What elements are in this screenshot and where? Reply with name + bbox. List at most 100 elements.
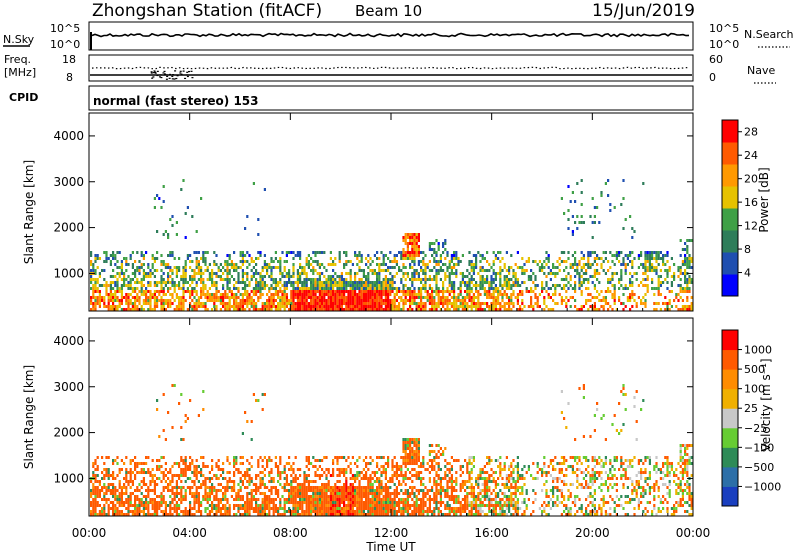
heatmap-cell: [609, 278, 612, 281]
heatmap-cell: [433, 296, 436, 299]
colorbar-swatch: [722, 142, 738, 165]
heatmap-cell: [285, 305, 288, 308]
heatmap-cell: [202, 272, 205, 275]
heatmap-cell: [382, 501, 385, 504]
heatmap-cell: [182, 308, 185, 311]
heatmap-cell: [327, 263, 330, 266]
heatmap-cell: [580, 275, 583, 278]
heatmap-cell: [349, 275, 352, 278]
heatmap-cell: [239, 293, 242, 296]
heatmap-cell: [585, 278, 588, 281]
heatmap-cell: [376, 462, 379, 465]
heatmap-cell: [684, 260, 687, 263]
heatmap-cell: [129, 510, 132, 513]
heatmap-cell: [376, 498, 379, 501]
heatmap-cell: [233, 263, 236, 266]
heatmap-cell: [653, 257, 656, 260]
heatmap-cell: [321, 504, 324, 507]
heatmap-cell: [252, 293, 255, 296]
heatmap-cell: [153, 489, 156, 492]
heatmap-cell: [213, 302, 216, 305]
heatmap-cell: [175, 221, 178, 224]
heatmap-cell: [268, 507, 271, 510]
heatmap-cell: [299, 281, 302, 284]
heatmap-cell: [329, 293, 332, 296]
heatmap-cell: [567, 287, 570, 290]
heatmap-cell: [241, 474, 244, 477]
heatmap-cell: [288, 272, 291, 275]
heatmap-cell: [134, 290, 137, 293]
heatmap-cell: [358, 299, 361, 302]
heatmap-cell: [116, 501, 119, 504]
heatmap-cell: [180, 474, 183, 477]
heatmap-cell: [338, 495, 341, 498]
heatmap-cell: [431, 269, 434, 272]
heatmap-cell: [318, 498, 321, 501]
heatmap-cell: [624, 287, 627, 290]
heatmap-cell: [365, 501, 368, 504]
heatmap-cell: [120, 278, 123, 281]
heatmap-cell: [96, 474, 99, 477]
heatmap-cell: [103, 251, 106, 254]
heatmap-cell: [274, 507, 277, 510]
heatmap-cell: [387, 504, 390, 507]
heatmap-cell: [215, 305, 218, 308]
heatmap-cell: [569, 275, 572, 278]
heatmap-cell: [239, 266, 242, 269]
heatmap-cell: [618, 260, 621, 263]
heatmap-cell: [686, 263, 689, 266]
heatmap-cell: [567, 251, 570, 254]
heatmap-cell: [312, 308, 315, 311]
heatmap-cell: [167, 281, 170, 284]
heatmap-cell: [153, 492, 156, 495]
heatmap-cell: [303, 266, 306, 269]
heatmap-cell: [103, 278, 106, 281]
heatmap-cell: [228, 507, 231, 510]
heatmap-cell: [413, 302, 416, 305]
heatmap-cell: [442, 242, 445, 245]
heatmap-cell: [609, 203, 612, 206]
heatmap-cell: [378, 513, 381, 516]
heatmap-cell: [285, 489, 288, 492]
heatmap-cell: [266, 293, 269, 296]
heatmap-cell: [607, 281, 610, 284]
heatmap-cell: [299, 501, 302, 504]
heatmap-cell: [580, 308, 583, 311]
heatmap-cell: [160, 275, 163, 278]
heatmap-cell: [246, 495, 249, 498]
heatmap-cell: [255, 504, 258, 507]
heatmap-cell: [455, 296, 458, 299]
heatmap-cell: [340, 492, 343, 495]
heatmap-cell: [153, 510, 156, 513]
heatmap-cell: [175, 462, 178, 465]
heatmap-cell: [422, 302, 425, 305]
heatmap-cell: [191, 308, 194, 311]
heatmap-cell: [162, 290, 165, 293]
heatmap-cell: [461, 302, 464, 305]
heatmap-cell: [211, 296, 214, 299]
heatmap-cell: [349, 489, 352, 492]
heatmap-cell: [655, 302, 658, 305]
colorbar-swatch: [722, 252, 738, 275]
freq-dot: [159, 74, 162, 76]
heatmap-cell: [195, 299, 198, 302]
heatmap-cell: [345, 504, 348, 507]
heatmap-cell: [131, 266, 134, 269]
heatmap-cell: [224, 507, 227, 510]
heatmap-cell: [184, 420, 187, 423]
heatmap-cell: [369, 293, 372, 296]
heatmap-cell: [497, 293, 500, 296]
heatmap-cell: [92, 474, 95, 477]
heatmap-cell: [424, 278, 427, 281]
colorbar-swatch: [722, 208, 738, 231]
heatmap-cell: [142, 293, 145, 296]
heatmap-cell: [237, 504, 240, 507]
heatmap-cell: [325, 269, 328, 272]
heatmap-cell: [142, 477, 145, 480]
heatmap-cell: [299, 293, 302, 296]
heatmap-cell: [314, 489, 317, 492]
heatmap-cell: [684, 254, 687, 257]
heatmap-cell: [277, 513, 280, 516]
heatmap-cell: [283, 308, 286, 311]
heatmap-cell: [530, 278, 533, 281]
